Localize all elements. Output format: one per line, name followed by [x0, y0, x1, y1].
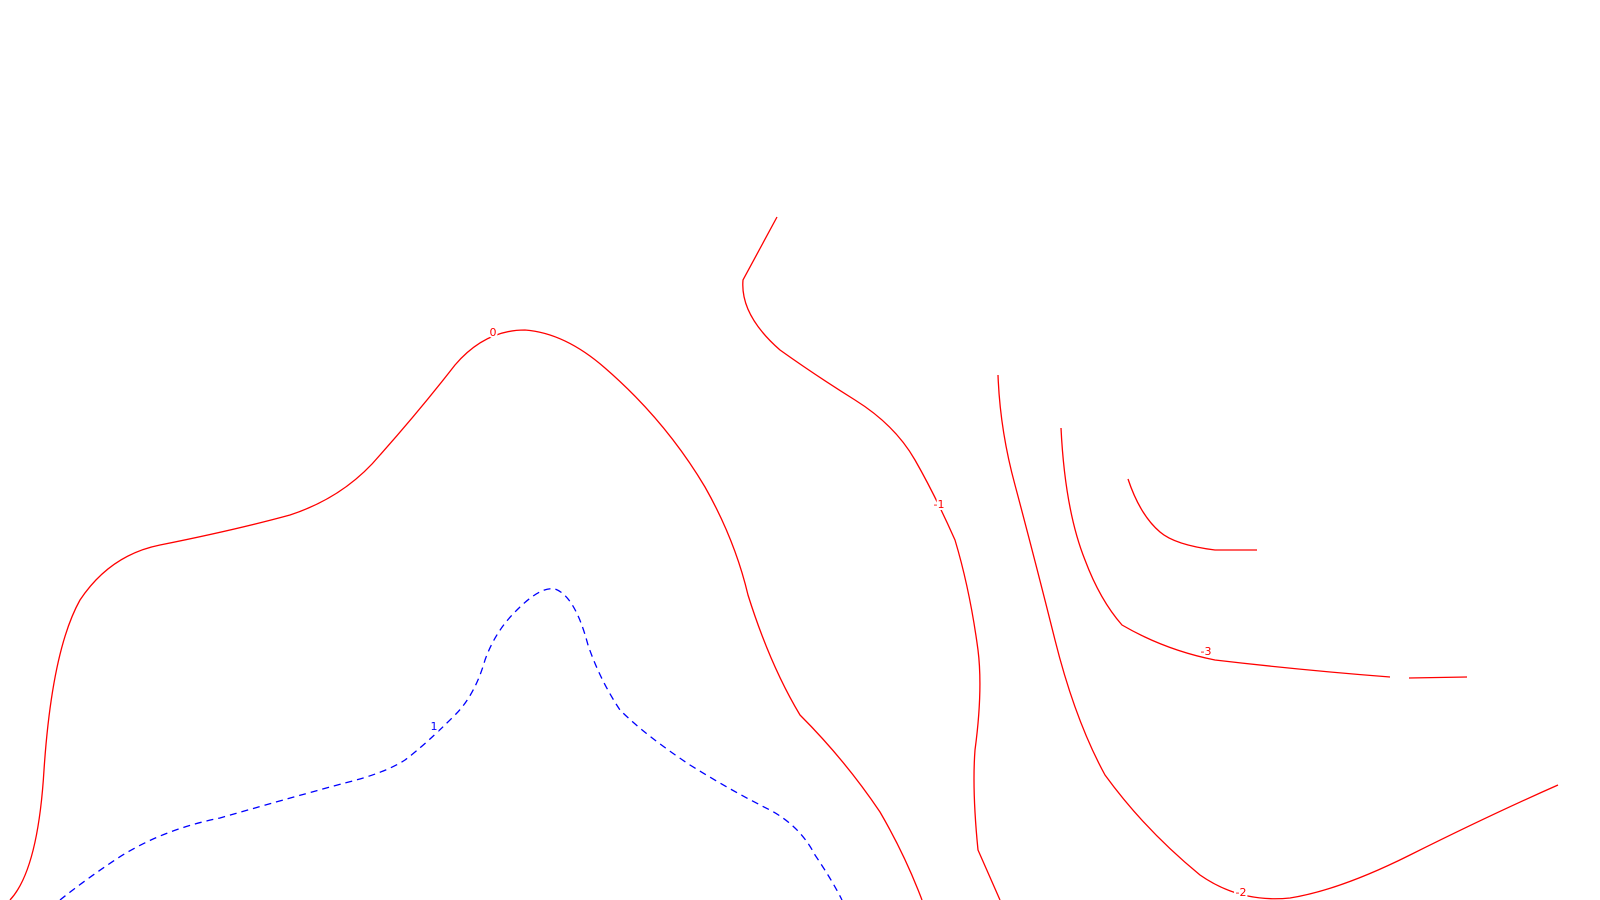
contour-label-1: 1 — [431, 720, 438, 733]
contour-line-neg3 — [1060, 427, 1468, 679]
contour-line-neg1 — [742, 216, 1001, 900]
contour-line-neg2-left — [997, 374, 1559, 900]
contour-line-1 — [59, 588, 843, 900]
contour-labels: 0 -1 -2 -3 1 — [429, 324, 1249, 900]
contour-label-neg2: -2 — [1236, 886, 1247, 899]
contour-label-neg3: -3 — [1201, 645, 1212, 658]
contour-line-neg3-inner — [1127, 478, 1257, 551]
contour-lines — [9, 216, 1559, 900]
contour-label-0: 0 — [490, 326, 497, 339]
contour-label-neg1: -1 — [934, 498, 945, 511]
contour-line-0 — [9, 329, 923, 900]
